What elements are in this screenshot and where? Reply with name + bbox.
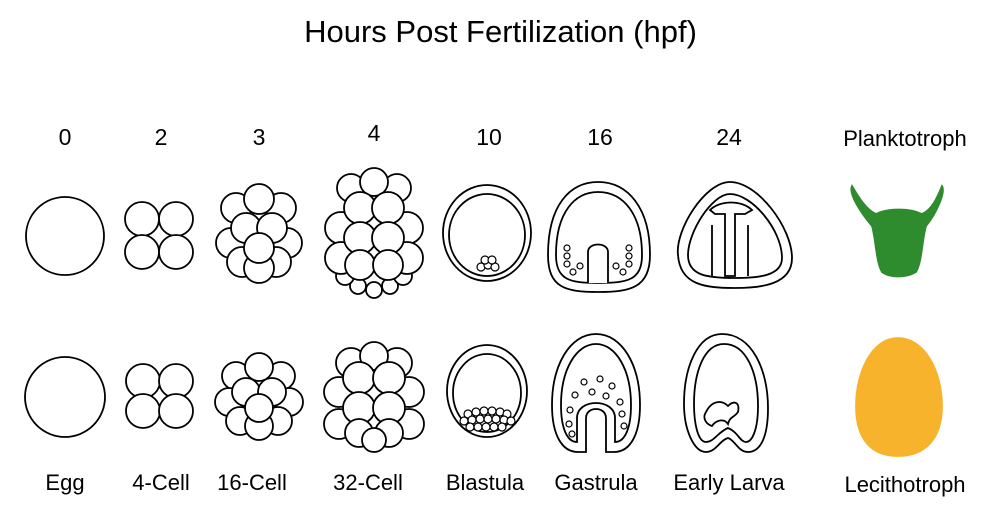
stage-label-4-cell: 4-Cell [132, 470, 190, 495]
egg-bottom [24, 356, 106, 438]
stage-label-32-cell: 32-Cell [333, 470, 403, 495]
hour-label-2: 2 [154, 124, 168, 150]
early-larva-bottom [683, 333, 769, 453]
lecithotroph-label: Lecithotroph [844, 472, 966, 497]
gastrula-top [547, 181, 651, 293]
stage-label-16-cell: 16-Cell [217, 470, 287, 495]
four-cell-top [124, 201, 194, 270]
early-larva-top [677, 181, 793, 289]
planktotroph-larva [850, 184, 944, 278]
hour-label-10: 10 [476, 124, 502, 150]
hour-label-0: 0 [58, 124, 72, 150]
four-cell-bottom [125, 363, 194, 429]
blastula-bottom [446, 344, 528, 438]
sixteen-cell-top [215, 183, 303, 284]
hour-label-3: 3 [252, 124, 266, 150]
egg-top [25, 196, 105, 276]
stage-label-early-larva: Early Larva [673, 470, 785, 495]
hour-label-16: 16 [587, 124, 613, 150]
blastula-top [442, 184, 532, 282]
thirty-two-cell-top [324, 167, 424, 299]
sixteen-cell-bottom [214, 352, 304, 441]
gastrula-bottom [551, 333, 641, 453]
stage-label-gastrula: Gastrula [554, 470, 638, 495]
lecithotroph-larva [855, 337, 943, 457]
hour-label-4: 4 [367, 120, 381, 146]
hour-label-24: 24 [716, 124, 742, 150]
figure-title: Hours Post Fertilization (hpf) [304, 14, 697, 49]
stage-label-egg: Egg [45, 470, 85, 495]
thirty-two-cell-bottom [323, 341, 425, 453]
planktotroph-label: Planktotroph [843, 126, 967, 151]
stage-label-blastula: Blastula [445, 470, 525, 495]
